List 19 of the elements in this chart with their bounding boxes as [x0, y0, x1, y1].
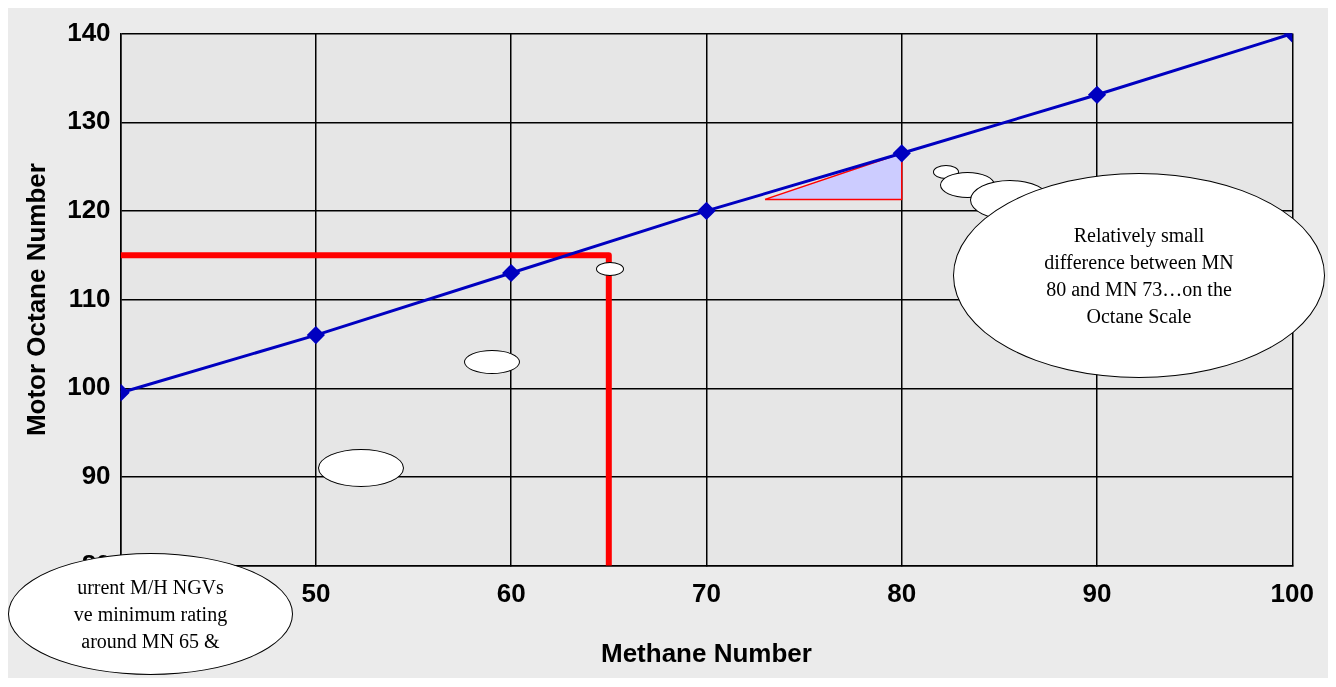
point	[697, 202, 715, 220]
y-tick-label: 130	[67, 105, 111, 136]
y-tick-label: 120	[67, 194, 111, 225]
y-tick-label: 110	[68, 282, 111, 313]
y-tick-label: 140	[67, 16, 111, 47]
point	[502, 264, 520, 282]
x-tick-label: 60	[496, 578, 526, 609]
x-axis-title: Methane Number	[600, 637, 812, 668]
point	[307, 326, 325, 344]
y-tick-label: 100	[67, 371, 111, 402]
x-tick-label: 80	[887, 578, 917, 609]
x-tick-label: 100	[1270, 578, 1315, 609]
y-tick-label: 90	[81, 460, 111, 491]
x-tick-label: 70	[691, 578, 721, 609]
x-tick-label: 50	[301, 578, 331, 609]
x-tick-label: 90	[1082, 578, 1112, 609]
point	[1088, 86, 1106, 104]
point	[893, 144, 911, 162]
y-axis-title: Motor Octane Number	[20, 163, 51, 437]
